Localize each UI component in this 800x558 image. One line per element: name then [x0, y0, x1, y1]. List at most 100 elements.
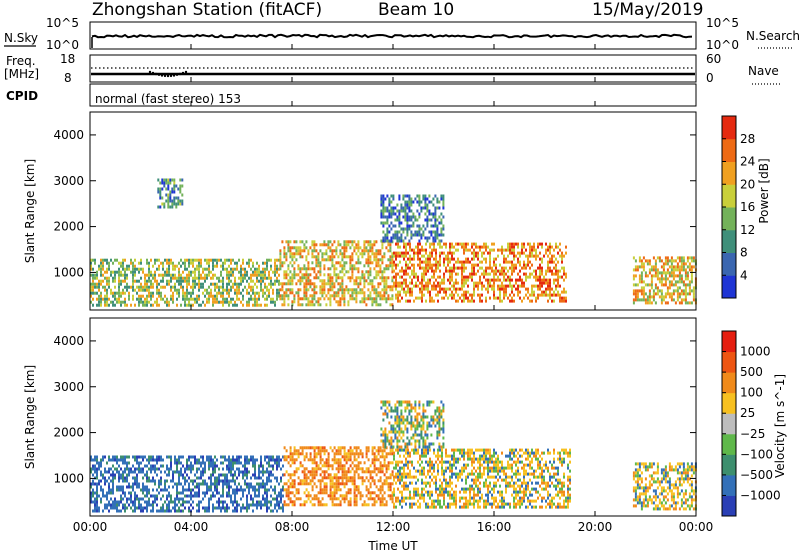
echo-pixel — [163, 179, 165, 182]
echo-pixel — [419, 261, 421, 264]
echo-pixel — [399, 500, 401, 503]
echo-pixel — [316, 497, 318, 500]
echo-pixel — [122, 262, 124, 265]
echo-pixel — [653, 256, 655, 259]
echo-pixel — [182, 286, 184, 289]
echo-pixel — [491, 279, 493, 282]
echo-pixel — [166, 510, 168, 513]
echo-pixel — [394, 234, 396, 237]
echo-pixel — [146, 492, 148, 495]
echo-pixel — [222, 295, 224, 298]
echo-pixel — [363, 285, 365, 288]
echo-pixel — [473, 294, 475, 297]
echo-pixel — [118, 295, 120, 298]
echo-pixel — [364, 470, 366, 473]
colorbar-swatch — [722, 162, 736, 185]
echo-pixel — [549, 249, 551, 252]
echo-pixel — [366, 488, 368, 491]
echo-pixel — [98, 268, 100, 271]
echo-pixel — [104, 301, 106, 304]
echo-pixel — [418, 213, 420, 216]
echo-pixel — [334, 503, 336, 506]
echo-pixel — [226, 477, 228, 480]
echo-pixel — [393, 285, 395, 288]
echo-pixel — [419, 252, 421, 255]
echo-pixel — [194, 459, 196, 462]
echo-pixel — [190, 262, 192, 265]
echo-pixel — [266, 483, 268, 486]
echo-pixel — [493, 297, 495, 300]
echo-pixel — [685, 298, 687, 301]
echo-pixel — [541, 294, 543, 297]
echo-pixel — [104, 289, 106, 292]
echo-pixel — [290, 482, 292, 485]
echo-pixel — [307, 252, 309, 255]
echo-pixel — [387, 294, 389, 297]
echo-pixel — [128, 498, 130, 501]
echo-pixel — [343, 291, 345, 294]
echo-pixel — [549, 267, 551, 270]
echo-pixel — [290, 458, 292, 461]
echo-pixel — [377, 252, 379, 255]
echo-pixel — [375, 303, 377, 306]
echo-pixel — [400, 222, 402, 225]
echo-pixel — [677, 298, 679, 301]
echo-pixel — [687, 277, 689, 280]
echo-pixel — [633, 292, 635, 295]
echo-pixel — [395, 449, 397, 452]
echo-pixel — [481, 288, 483, 291]
echo-pixel — [122, 459, 124, 462]
echo-pixel — [114, 468, 116, 471]
echo-pixel — [553, 300, 555, 303]
echo-pixel — [364, 503, 366, 506]
echo-pixel — [435, 252, 437, 255]
echo-pixel — [553, 273, 555, 276]
echo-pixel — [244, 268, 246, 271]
echo-pixel — [392, 234, 394, 237]
echo-pixel — [410, 231, 412, 234]
echo-pixel — [132, 265, 134, 268]
echo-pixel — [186, 501, 188, 504]
echo-pixel — [555, 243, 557, 246]
echo-pixel — [114, 456, 116, 459]
echo-pixel — [169, 179, 171, 182]
echo-pixel — [186, 304, 188, 307]
echo-pixel — [406, 207, 408, 210]
echo-pixel — [108, 277, 110, 280]
echo-pixel — [283, 261, 285, 264]
echo-pixel — [641, 274, 643, 277]
echo-pixel — [315, 243, 317, 246]
echo-pixel — [293, 270, 295, 273]
echo-pixel — [126, 304, 128, 307]
echo-pixel — [517, 243, 519, 246]
echo-pixel — [222, 489, 224, 492]
echo-pixel — [354, 500, 356, 503]
echo-pixel — [439, 282, 441, 285]
echo-pixel — [120, 498, 122, 501]
echo-pixel — [647, 274, 649, 277]
echo-pixel — [375, 255, 377, 258]
echo-pixel — [146, 486, 148, 489]
echo-pixel — [161, 197, 163, 200]
echo-pixel — [663, 268, 665, 271]
echo-pixel — [173, 179, 175, 182]
echo-pixel — [689, 265, 691, 268]
echo-pixel — [218, 280, 220, 283]
echo-pixel — [399, 503, 401, 506]
echo-pixel — [228, 283, 230, 286]
echo-pixel — [471, 243, 473, 246]
echo-pixel — [270, 265, 272, 268]
echo-pixel — [348, 500, 350, 503]
echo-pixel — [226, 289, 228, 292]
echo-pixel — [176, 277, 178, 280]
echo-pixel — [329, 282, 331, 285]
echo-pixel — [96, 498, 98, 501]
echo-pixel — [453, 267, 455, 270]
echo-pixel — [382, 464, 384, 467]
echo-pixel — [367, 243, 369, 246]
echo-pixel — [122, 456, 124, 459]
echo-pixel — [515, 279, 517, 282]
echo-pixel — [667, 289, 669, 292]
echo-pixel — [509, 252, 511, 255]
echo-pixel — [376, 458, 378, 461]
